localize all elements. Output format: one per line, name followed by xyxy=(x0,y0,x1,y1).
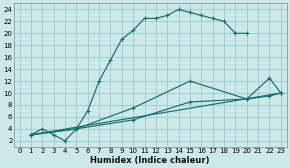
X-axis label: Humidex (Indice chaleur): Humidex (Indice chaleur) xyxy=(90,156,210,164)
